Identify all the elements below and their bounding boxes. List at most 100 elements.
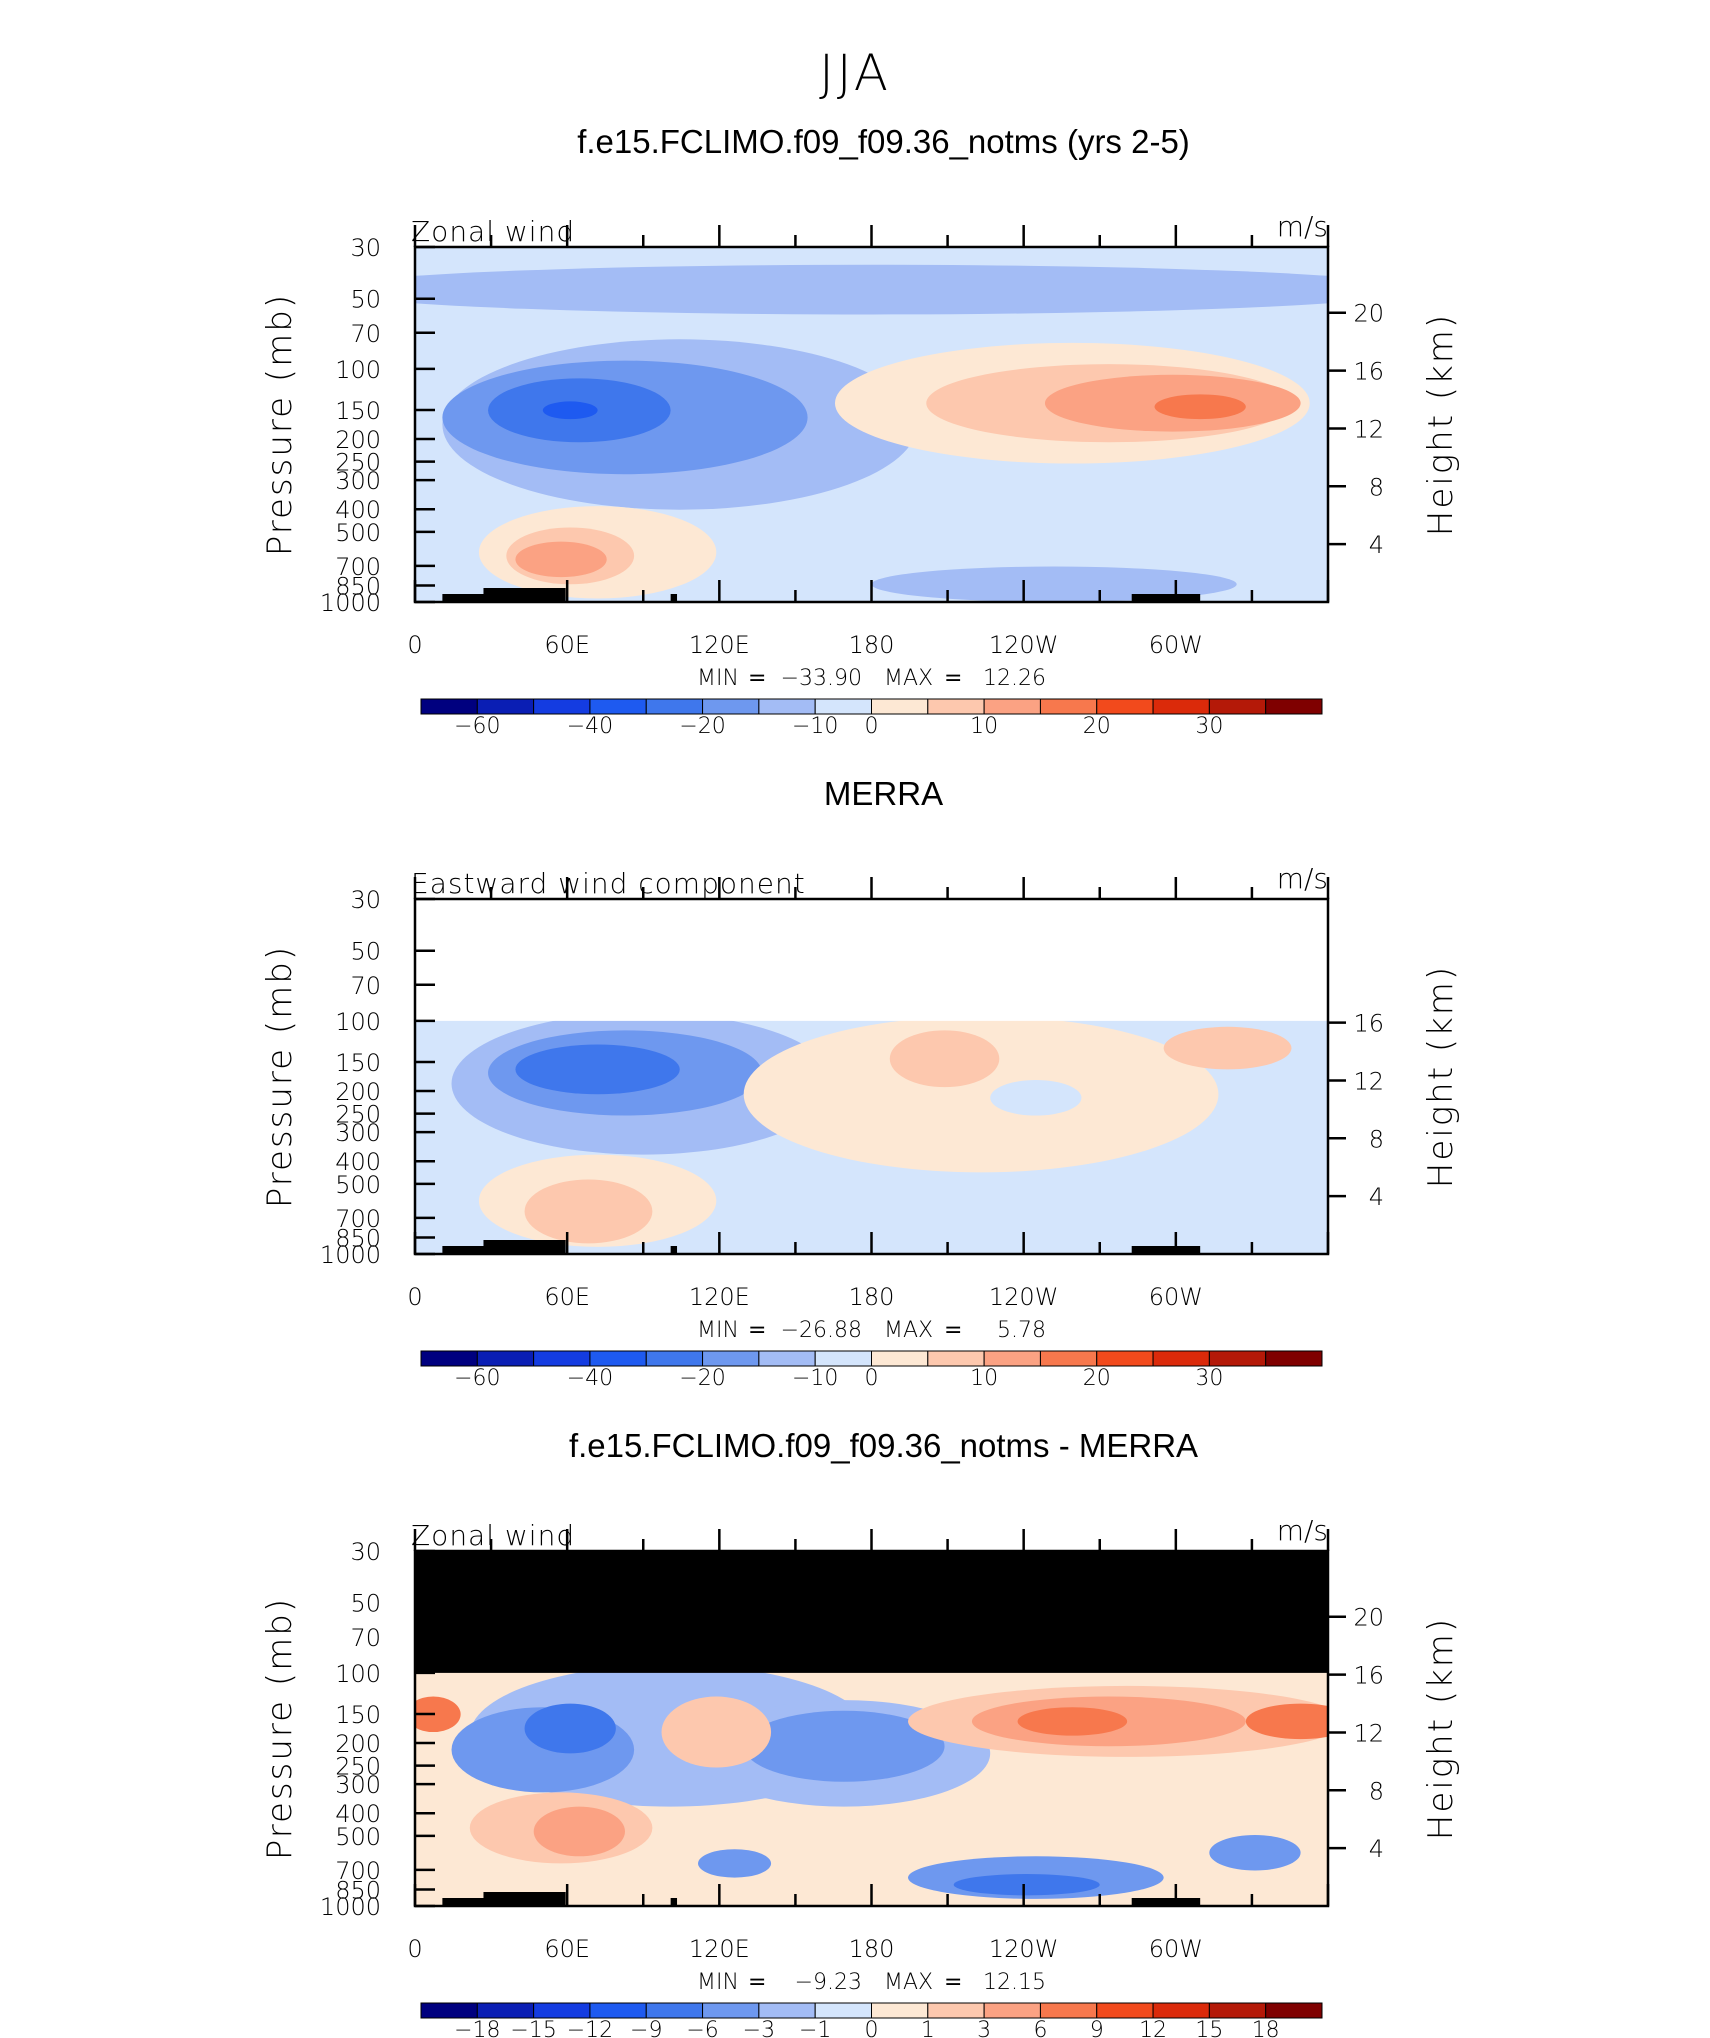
y2-axis-title: Height (km): [1421, 313, 1461, 536]
chart-panel-1: f.e15.FCLIMO.f09_f09.36_notms (yrs 2-5) Z…: [260, 123, 1461, 739]
colorbar-swatch: [1265, 1350, 1323, 1367]
contour-region: [415, 1696, 461, 1733]
contour-region: [524, 1703, 616, 1754]
colorbar-tick-label: −15: [510, 2018, 556, 2038]
x-tick-label: 120W: [989, 1283, 1059, 1311]
min-equals: =: [748, 1970, 766, 1995]
x-tick-label: 60W: [1149, 1283, 1203, 1311]
max-label: MAX: [884, 1318, 933, 1343]
x-tick-label: 60W: [1149, 1935, 1203, 1963]
contour-region: [533, 1806, 625, 1857]
panel-title: f.e15.FCLIMO.f09_f09.36_notms (yrs 2-5): [577, 123, 1190, 160]
units-label: m/s: [1277, 1514, 1328, 1547]
contour-region: [1209, 1835, 1301, 1871]
variable-label: Eastward wind component: [411, 867, 806, 900]
contour-region: [953, 1874, 1100, 1896]
max-label: MAX: [884, 666, 933, 691]
y2-tick-label: 4: [1369, 531, 1384, 559]
y-tick-label: 500: [335, 1171, 381, 1199]
contour-region: [1163, 1026, 1292, 1070]
colorbar-tick-label: −40: [567, 714, 613, 739]
y2-tick-label: 16: [1353, 358, 1384, 386]
colorbar-tick-label: 18: [1252, 2018, 1280, 2038]
contour-region: [661, 1696, 772, 1768]
contour-region: [515, 541, 607, 578]
x-tick-label: 120E: [689, 1283, 750, 1311]
y-tick-label: 250: [335, 1753, 381, 1781]
topography: [670, 594, 678, 602]
colorbar-tick-label: 1: [921, 2018, 935, 2038]
x-tick-label: 60W: [1149, 631, 1203, 659]
max-label: MAX: [884, 1970, 933, 1995]
x-tick-label: 180: [849, 1283, 895, 1311]
colorbar-tick-label: 0: [865, 714, 879, 739]
colorbar-tick-label: −9: [630, 2018, 662, 2038]
figure-title: JJA: [819, 44, 891, 102]
panel-title: MERRA: [824, 775, 943, 812]
colorbar-swatch: [533, 2002, 591, 2019]
contour-region: [698, 1849, 772, 1878]
colorbar-tick-label: 10: [970, 1366, 998, 1391]
y-tick-label: 200: [335, 1730, 381, 1758]
max-equals: =: [944, 1970, 962, 1995]
missing-data-region: [415, 899, 1328, 1021]
colorbar-swatch: [1039, 698, 1098, 715]
contour-region: [542, 401, 598, 420]
colorbar-swatch: [533, 1350, 591, 1367]
colorbar-tick-label: 20: [1083, 714, 1111, 739]
colorbar-swatch: [1208, 1350, 1267, 1367]
units-label: m/s: [1277, 210, 1328, 243]
topography: [1131, 1246, 1201, 1254]
colorbar-swatch: [1208, 2002, 1267, 2019]
y-tick-label: 250: [335, 1101, 381, 1129]
contour-region: [515, 1044, 680, 1095]
y-tick-label: 150: [335, 397, 381, 425]
x-tick-label: 120W: [989, 631, 1059, 659]
y-tick-label: 30: [350, 234, 381, 262]
x-tick-label: 180: [849, 631, 895, 659]
x-tick-label: 120E: [689, 1935, 750, 1963]
colorbar-swatch: [1152, 2002, 1210, 2019]
y2-tick-label: 20: [1353, 300, 1384, 328]
x-tick-label: 180: [849, 1935, 895, 1963]
y-tick-label: 300: [335, 1119, 381, 1147]
colorbar-swatch: [702, 698, 760, 715]
colorbar-tick-label: 9: [1090, 2018, 1104, 2038]
y-tick-label: 70: [350, 972, 381, 1000]
topography: [670, 1898, 678, 1906]
y-tick-label: 700: [335, 553, 381, 581]
colorbar-tick-label: 15: [1195, 2018, 1223, 2038]
y2-tick-label: 8: [1369, 1125, 1384, 1153]
y2-axis-title: Height (km): [1421, 1617, 1461, 1840]
min-value: −9.23: [795, 1970, 862, 1995]
y-tick-label: 500: [335, 519, 381, 547]
x-tick-label: 0: [407, 631, 422, 659]
colorbar-swatch: [645, 698, 704, 715]
chart-panel-3: f.e15.FCLIMO.f09_f09.36_notms - MERRA Zon…: [260, 1427, 1461, 2038]
colorbar-tick-label: 0: [865, 1366, 879, 1391]
max-value: 12.15: [983, 1970, 1046, 1995]
y2-tick-label: 4: [1369, 1183, 1384, 1211]
contour-region: [990, 1080, 1082, 1116]
min-equals: =: [748, 666, 766, 691]
y-tick-label: 700: [335, 1857, 381, 1885]
colorbar-tick-label: 30: [1195, 714, 1223, 739]
y-tick-label: 1000: [320, 1241, 381, 1269]
contour-region: [1245, 1703, 1328, 1740]
colorbar-swatch: [476, 698, 535, 715]
contour-region: [871, 566, 1237, 602]
y-tick-label: 100: [335, 356, 381, 384]
contour-region: [889, 1030, 1000, 1088]
colorbar-tick-label: −1: [799, 2018, 831, 2038]
min-value: −33.90: [781, 666, 862, 691]
colorbar-swatch: [702, 2002, 760, 2019]
colorbar-tick-label: 3: [977, 2018, 991, 2038]
x-tick-label: 60E: [544, 1283, 590, 1311]
colorbar-swatch: [983, 2002, 1041, 2019]
y-tick-label: 500: [335, 1823, 381, 1851]
y2-axis-title: Height (km): [1421, 965, 1461, 1188]
y-tick-label: 850: [335, 1225, 381, 1253]
y-tick-label: 400: [335, 496, 381, 524]
y-tick-label: 400: [335, 1800, 381, 1828]
